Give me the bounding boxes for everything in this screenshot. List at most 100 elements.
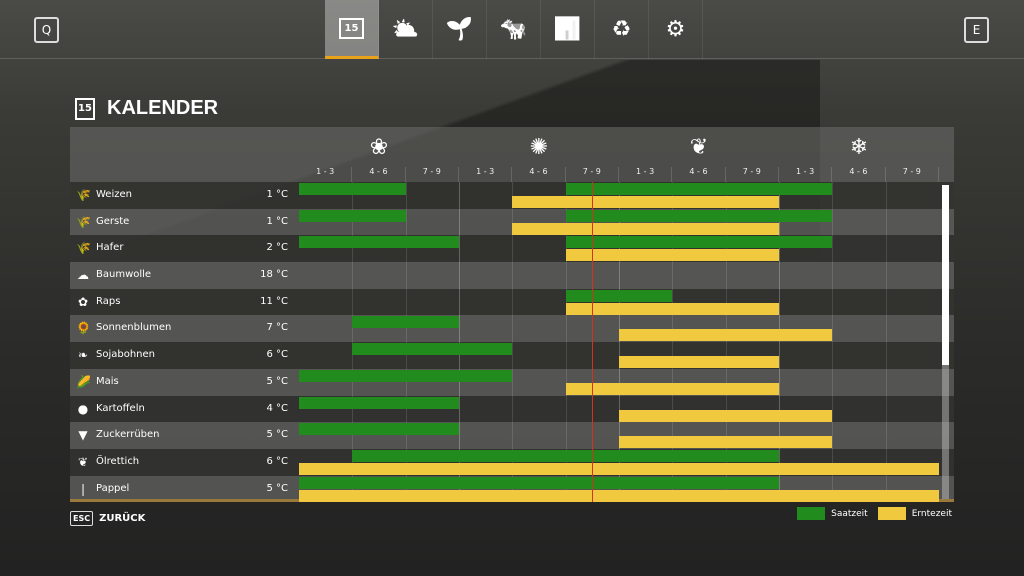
back-button[interactable]: ESC ZURÜCK <box>70 511 145 526</box>
harvest-period-bar <box>619 356 779 369</box>
grid-line <box>832 342 834 369</box>
grid-line <box>405 235 407 263</box>
legend-harvest-label: Erntezeit <box>911 508 952 519</box>
snowflake-icon: ❄ <box>849 135 869 160</box>
crop-icon: ❦ <box>77 454 89 469</box>
crop-name: Ölrettich <box>96 455 140 467</box>
grid-line <box>779 315 780 343</box>
grid-line <box>352 182 354 209</box>
tab-cycle[interactable]: ♻ <box>595 0 649 59</box>
grid-line <box>512 315 514 343</box>
grid-line <box>512 288 514 316</box>
crop-min-temp: 7 °C <box>266 322 288 334</box>
grid-line <box>672 368 674 396</box>
grid-line <box>885 475 887 503</box>
sowing-period-bar <box>565 236 833 249</box>
grid-line <box>405 288 407 316</box>
tab-weather[interactable]: ⛅ <box>379 0 433 59</box>
cow-icon: 🐄 <box>499 17 528 42</box>
grid-line <box>619 368 620 396</box>
grid-line <box>352 475 354 503</box>
grid-line <box>565 422 567 449</box>
grid-line <box>619 395 620 423</box>
grid-line <box>672 475 674 503</box>
tab-gears[interactable]: ⚙ <box>649 0 703 59</box>
grid-line <box>565 395 567 423</box>
grid-line <box>352 422 354 449</box>
crop-min-temp: 6 °C <box>266 455 288 467</box>
grid-line <box>565 368 567 396</box>
grid-line <box>779 395 780 423</box>
grid-line <box>459 235 460 263</box>
crop-timeline <box>299 342 939 369</box>
scrollbar[interactable] <box>942 185 949 499</box>
grid-line <box>832 475 834 503</box>
next-tab-key[interactable]: E <box>964 17 989 43</box>
crop-min-temp: 6 °C <box>266 349 288 361</box>
crop-timeline <box>299 315 939 343</box>
chart-icon: 📊 <box>553 17 582 42</box>
crop-name: Weizen <box>96 189 132 200</box>
grid-line <box>779 475 780 503</box>
grid-line <box>619 448 620 476</box>
crop-icon: ▼ <box>78 428 88 443</box>
harvest-period-bar <box>565 382 779 395</box>
grid-line <box>619 288 620 316</box>
crop-name: Sonnenblumen <box>96 322 172 334</box>
grid-line <box>725 475 727 503</box>
grid-line <box>832 288 834 316</box>
grid-line <box>512 262 514 289</box>
crop-name: Zuckerrüben <box>96 429 160 441</box>
tab-seedling[interactable]: 🌱 <box>433 0 487 59</box>
crop-min-temp: 5 °C <box>266 482 288 494</box>
grid-line <box>405 368 407 396</box>
grid-line <box>459 475 460 503</box>
sowing-period-bar <box>565 209 833 222</box>
crop-icon: 🌻 <box>76 321 91 336</box>
grid-line <box>885 342 887 369</box>
period-label: 1 - 3 <box>459 167 513 182</box>
crop-row-ölrettich: ❦ Ölrettich 6 °C <box>70 448 954 476</box>
gears-icon: ⚙ <box>665 17 686 42</box>
weather-icon: ⛅ <box>391 17 420 42</box>
crop-icon: ❧ <box>77 348 89 363</box>
crop-row-sonnenblumen: 🌻 Sonnenblumen 7 °C <box>70 315 954 343</box>
crop-row-kartoffeln: ● Kartoffeln 4 °C <box>70 395 954 423</box>
grid-line <box>512 342 514 369</box>
grid-line <box>512 182 514 209</box>
grid-line <box>779 182 780 209</box>
legend: Saatzeit Erntezeit <box>797 507 952 520</box>
grid-line <box>672 315 674 343</box>
sowing-period-bar <box>299 423 459 436</box>
grid-line <box>352 395 354 423</box>
prev-tab-key[interactable]: Q <box>34 17 59 43</box>
grid-line <box>459 208 460 236</box>
grid-line <box>832 208 834 236</box>
crop-name: Baumwolle <box>96 269 152 281</box>
grid-line <box>352 342 354 369</box>
sowing-period-bar <box>299 209 406 222</box>
crop-row-gerste: 🌾 Gerste 1 °C <box>70 208 954 236</box>
harvest-period-bar <box>299 489 939 502</box>
crop-min-temp: 5 °C <box>266 375 288 387</box>
period-label: 1 - 3 <box>779 167 833 182</box>
grid-line <box>672 182 674 209</box>
grid-line <box>459 368 460 396</box>
grid-line <box>405 395 407 423</box>
tab-chart[interactable]: 📊 <box>541 0 595 59</box>
grid-line <box>725 315 727 343</box>
grid-line <box>725 395 727 423</box>
crop-timeline <box>299 288 939 316</box>
grid-line <box>352 448 354 476</box>
grid-line <box>405 448 407 476</box>
tab-calendar[interactable]: 15 <box>325 0 379 59</box>
grid-line <box>672 208 674 236</box>
scrollbar-thumb[interactable] <box>942 185 949 365</box>
grid-line <box>885 368 887 396</box>
calendar-icon: 15 <box>75 97 95 120</box>
crop-row-mais: 🌽 Mais 5 °C <box>70 368 954 396</box>
tab-cow[interactable]: 🐄 <box>487 0 541 59</box>
season-header: ❀ ✺ ❦ ❄ <box>299 127 939 167</box>
crop-timeline <box>299 475 939 503</box>
top-nav: Q 15 ⛅ 🌱 🐄 📊 ♻ ⚙ E <box>0 0 1024 59</box>
